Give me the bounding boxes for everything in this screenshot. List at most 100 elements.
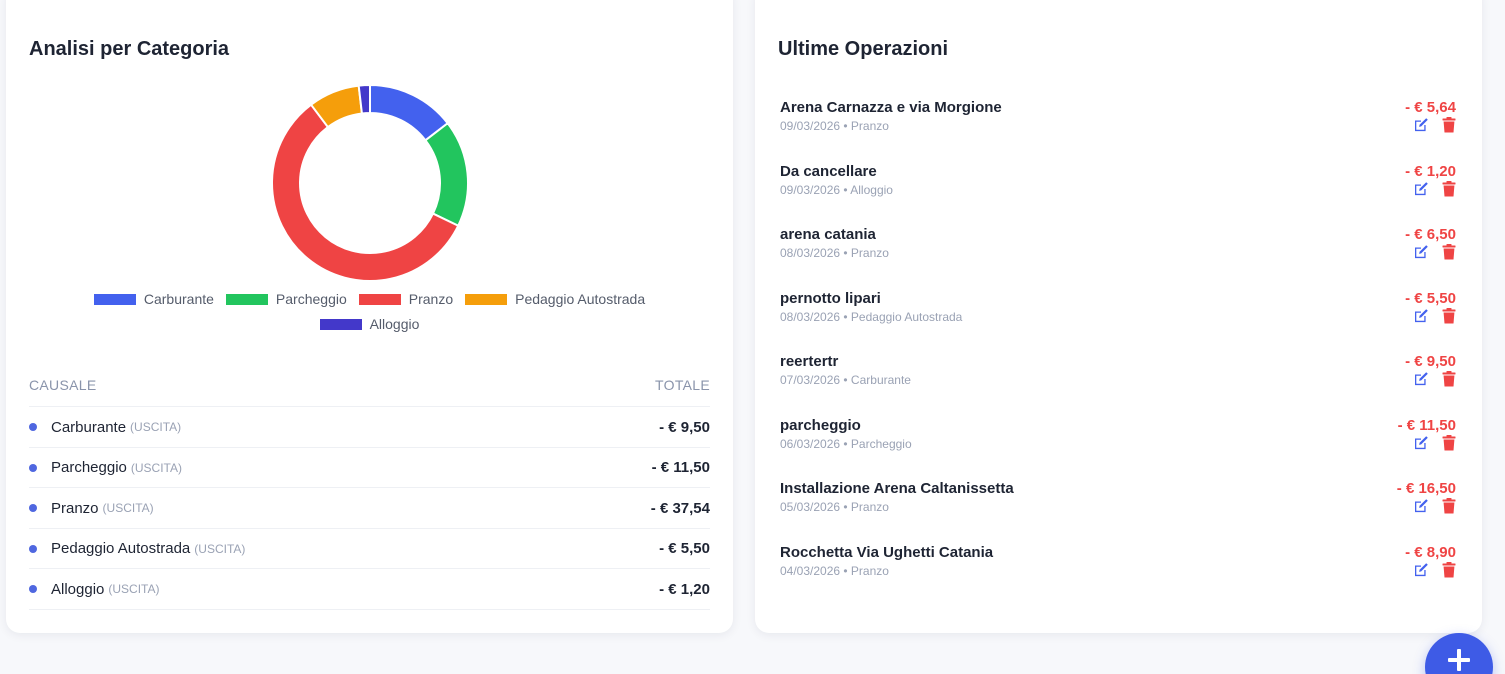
edit-icon bbox=[1415, 435, 1428, 449]
operation-title: pernotto lipari bbox=[780, 289, 881, 307]
operation-meta: 07/03/2026 • Carburante bbox=[780, 373, 911, 387]
operation-amount: - € 11,50 bbox=[1397, 416, 1456, 434]
operation-meta: 08/03/2026 • Pedaggio Autostrada bbox=[780, 309, 963, 324]
legend-item-parcheggio[interactable]: Parcheggio bbox=[225, 291, 347, 307]
category-name: Carburante bbox=[51, 418, 127, 436]
edit-button[interactable] bbox=[1413, 435, 1429, 451]
operation-title: Arena Carnazza e via Morgione bbox=[780, 99, 1002, 116]
category-donut-chart bbox=[271, 83, 469, 282]
donut-slice-parcheggio[interactable] bbox=[424, 121, 469, 228]
legend-label: Pranzo bbox=[408, 291, 454, 307]
legend-label: Alloggio bbox=[369, 316, 420, 332]
trash-icon bbox=[1442, 117, 1456, 133]
category-type-tag: (USCITA) bbox=[130, 420, 182, 434]
legend-label: Parcheggio bbox=[275, 291, 347, 307]
legend-item-pranzo[interactable]: Pranzo bbox=[358, 291, 454, 307]
edit-icon bbox=[1415, 118, 1428, 132]
legend-swatch bbox=[358, 293, 401, 305]
add-operation-button[interactable] bbox=[1425, 633, 1493, 674]
table-row: Pranzo (USCITA) - € 37,54 bbox=[29, 487, 710, 528]
delete-button[interactable] bbox=[1442, 307, 1456, 324]
legend-item-alloggio[interactable]: Alloggio bbox=[319, 316, 420, 332]
trash-icon bbox=[1442, 498, 1456, 514]
trash-icon bbox=[1442, 561, 1456, 577]
category-analysis-card: Analisi per Categoria Carburante Parchegg… bbox=[6, 0, 733, 633]
list-item[interactable]: Installazione Arena Caltanissetta 05/03/… bbox=[780, 480, 1456, 528]
edit-button[interactable] bbox=[1413, 562, 1429, 578]
category-name: Alloggio bbox=[51, 580, 105, 598]
edit-button[interactable] bbox=[1413, 498, 1429, 514]
row-category: Pranzo (USCITA) bbox=[29, 500, 154, 517]
operation-meta: 04/03/2026 • Pranzo bbox=[780, 563, 889, 578]
list-item[interactable]: Rocchetta Via Ughetti Catania 04/03/2026… bbox=[780, 544, 1456, 592]
operation-amount: - € 1,20 bbox=[1405, 162, 1456, 180]
delete-button[interactable] bbox=[1442, 180, 1456, 197]
list-item[interactable]: reertertr 07/03/2026 • Carburante - € 9,… bbox=[780, 353, 1456, 401]
category-dot bbox=[29, 423, 37, 431]
legend-item-carburante[interactable]: Carburante bbox=[93, 291, 214, 307]
category-table-header: CAUSALE TOTALE bbox=[29, 377, 710, 393]
operation-amount: - € 6,50 bbox=[1405, 226, 1456, 243]
chart-legend-row-2: Alloggio bbox=[6, 316, 733, 332]
list-item[interactable]: arena catania 08/03/2026 • Pranzo - € 6,… bbox=[780, 226, 1456, 274]
delete-button[interactable] bbox=[1442, 371, 1456, 387]
category-type-tag: (USCITA) bbox=[130, 460, 182, 475]
category-name: Pranzo bbox=[51, 499, 99, 517]
category-dot bbox=[29, 544, 37, 553]
legend-label: Pedaggio Autostrada bbox=[515, 291, 646, 307]
list-item[interactable]: pernotto lipari 08/03/2026 • Pedaggio Au… bbox=[780, 290, 1456, 338]
operation-actions bbox=[1413, 434, 1456, 451]
operation-amount: - € 5,50 bbox=[1405, 289, 1456, 307]
operation-title: arena catania bbox=[780, 226, 876, 243]
table-row: Carburante (USCITA) - € 9,50 bbox=[29, 406, 710, 447]
table-row: Pedaggio Autostrada (USCITA) - € 5,50 bbox=[29, 527, 710, 569]
donut-slice-alloggio[interactable] bbox=[357, 83, 371, 115]
row-category: Parcheggio (USCITA) bbox=[29, 459, 182, 476]
operation-title: Da cancellare bbox=[780, 162, 877, 180]
legend-item-pedaggio-autostrada[interactable]: Pedaggio Autostrada bbox=[465, 291, 645, 307]
edit-button[interactable] bbox=[1413, 117, 1429, 133]
legend-label: Carburante bbox=[143, 291, 214, 307]
list-item[interactable]: Arena Carnazza e via Morgione 09/03/2026… bbox=[780, 99, 1456, 147]
header-totale: TOTALE bbox=[655, 377, 710, 393]
operation-meta: 06/03/2026 • Parcheggio bbox=[780, 436, 912, 451]
trash-icon bbox=[1442, 307, 1456, 323]
latest-operations-card: Ultime Operazioni Arena Carnazza e via M… bbox=[755, 0, 1482, 633]
edit-button[interactable] bbox=[1413, 371, 1429, 387]
operation-actions bbox=[1413, 180, 1456, 197]
category-type-tag: (USCITA) bbox=[194, 541, 246, 556]
operation-meta: 09/03/2026 • Pranzo bbox=[780, 119, 889, 133]
delete-button[interactable] bbox=[1442, 498, 1456, 514]
operation-title: parcheggio bbox=[780, 416, 861, 434]
operation-title: Installazione Arena Caltanissetta bbox=[780, 480, 1014, 497]
category-dot bbox=[29, 463, 37, 472]
delete-button[interactable] bbox=[1442, 434, 1456, 451]
delete-button[interactable] bbox=[1442, 244, 1456, 260]
latest-operations-title: Ultime Operazioni bbox=[778, 38, 949, 60]
operation-actions bbox=[1413, 498, 1456, 514]
chart-legend-row-1: Carburante Parcheggio Pranzo Pedaggio Autos… bbox=[6, 291, 733, 307]
edit-button[interactable] bbox=[1413, 244, 1429, 260]
delete-button[interactable] bbox=[1442, 561, 1456, 578]
operation-actions bbox=[1413, 307, 1456, 324]
operation-actions bbox=[1413, 117, 1456, 133]
operation-amount: - € 8,90 bbox=[1405, 543, 1456, 561]
operation-actions bbox=[1413, 244, 1456, 260]
edit-button[interactable] bbox=[1413, 181, 1429, 197]
list-item[interactable]: parcheggio 06/03/2026 • Parcheggio - € 1… bbox=[780, 417, 1456, 465]
operation-meta: 05/03/2026 • Pranzo bbox=[780, 500, 889, 514]
category-type-tag: (USCITA) bbox=[108, 582, 160, 596]
donut-slice-pranzo[interactable] bbox=[271, 103, 460, 282]
legend-swatch bbox=[319, 318, 362, 330]
edit-icon bbox=[1415, 245, 1428, 259]
category-name: Parcheggio bbox=[51, 459, 127, 476]
edit-icon bbox=[1415, 499, 1428, 513]
list-item[interactable]: Da cancellare 09/03/2026 • Alloggio - € … bbox=[780, 163, 1456, 211]
category-type-tag: (USCITA) bbox=[102, 501, 154, 515]
operation-amount: - € 16,50 bbox=[1396, 480, 1456, 497]
category-total: - € 9,50 bbox=[659, 418, 710, 436]
edit-button[interactable] bbox=[1413, 308, 1429, 324]
delete-button[interactable] bbox=[1442, 117, 1456, 133]
category-name: Pedaggio Autostrada bbox=[51, 540, 191, 557]
table-row: Alloggio (USCITA) - € 1,20 bbox=[29, 568, 710, 609]
